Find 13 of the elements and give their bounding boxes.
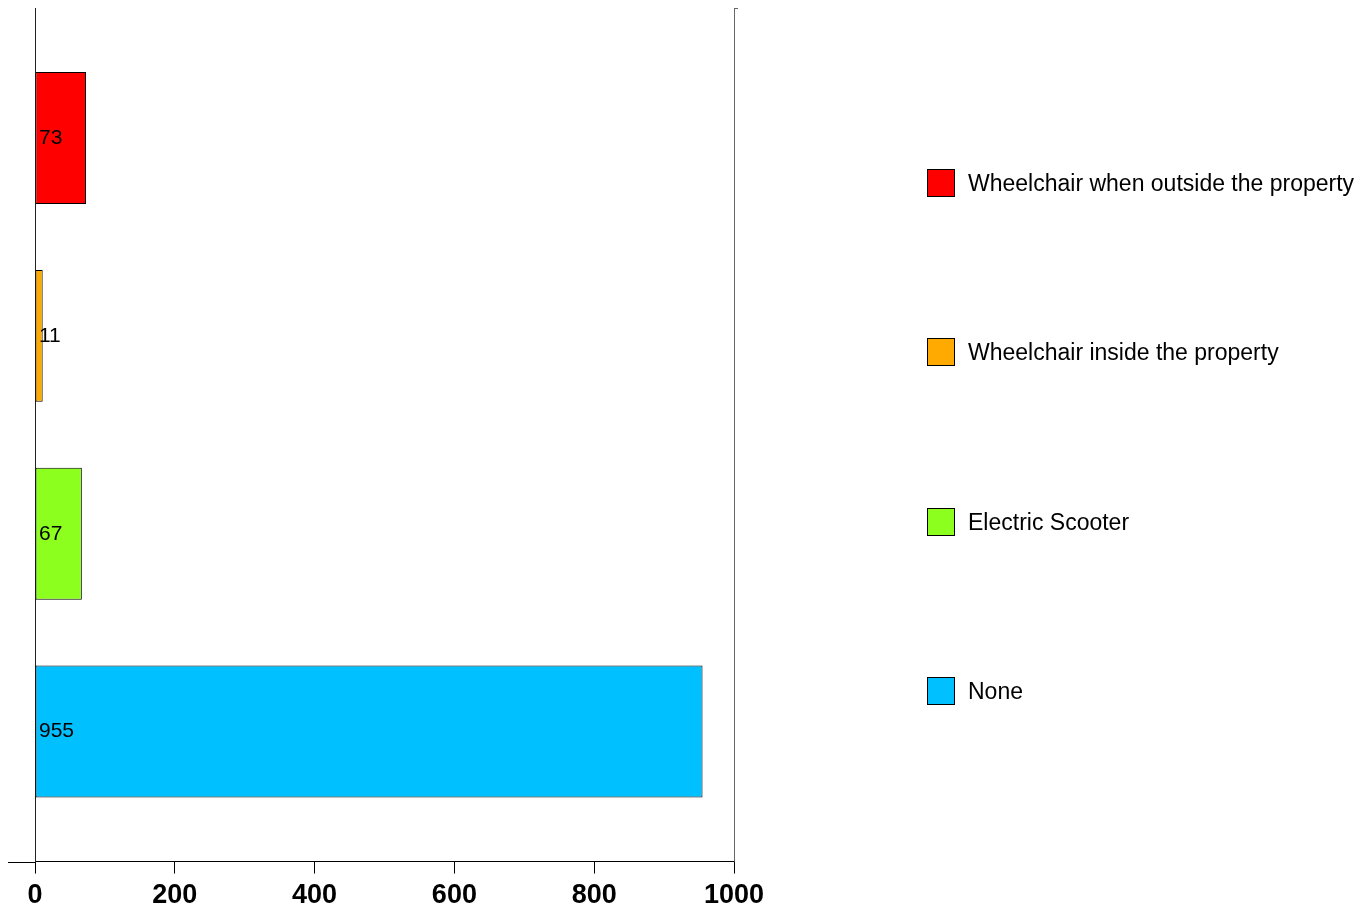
data-label: 955 — [39, 718, 75, 742]
legend-label: Wheelchair inside the property — [968, 338, 1279, 367]
x-tick-label: 0 — [27, 879, 43, 910]
legend-label: None — [968, 677, 1023, 706]
legend-label: Electric Scooter — [968, 507, 1130, 536]
x-tick-label: 600 — [431, 879, 477, 910]
legend-label: Wheelchair when outside the property — [968, 168, 1355, 197]
x-tick-label: 1000 — [703, 879, 765, 910]
data-label: 67 — [39, 520, 63, 544]
x-tick-label: 800 — [571, 879, 617, 910]
data-label: 73 — [39, 124, 63, 148]
x-tick-label: 200 — [152, 879, 198, 910]
x-tick-label: 400 — [292, 879, 338, 910]
